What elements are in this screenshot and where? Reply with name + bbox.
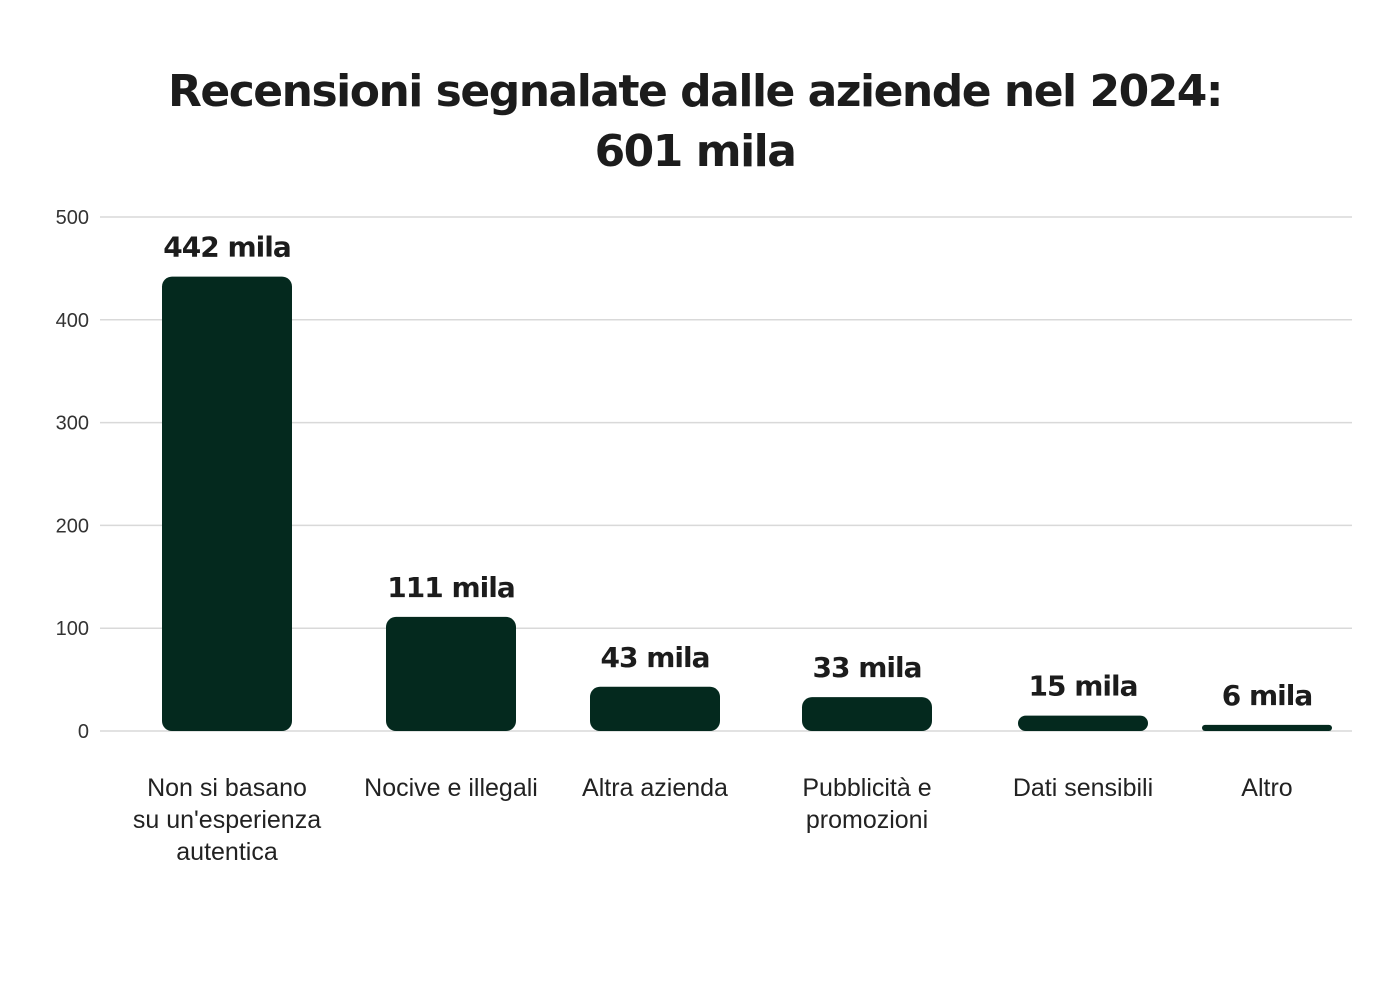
y-tick-label: 100 <box>56 618 89 640</box>
data-label: 442 mila <box>163 231 290 264</box>
data-label: 111 mila <box>387 571 514 604</box>
y-tick-label: 0 <box>78 721 89 743</box>
x-tick-label: Non si basano su un'esperienza autentica <box>132 774 322 866</box>
x-tick-label: Nocive e illegali <box>364 774 538 802</box>
x-tick-label: Dati sensibili <box>1012 774 1154 802</box>
bar <box>802 697 932 731</box>
y-tick-label: 300 <box>56 413 89 435</box>
y-tick-label: 500 <box>56 207 89 229</box>
data-label: 6 mila <box>1222 679 1313 712</box>
bar <box>1018 715 1148 731</box>
bar <box>1202 724 1332 731</box>
chart-title: Recensioni segnalate dalle aziende nel 2… <box>167 66 1224 177</box>
data-label: 43 mila <box>601 641 710 674</box>
bar <box>162 276 292 731</box>
data-label: 33 mila <box>813 651 922 684</box>
y-tick-label: 200 <box>56 515 89 537</box>
bar <box>386 616 516 731</box>
x-tick-label: Altro <box>1241 774 1293 802</box>
data-label: 15 mila <box>1029 670 1138 703</box>
x-tick-label: Pubblicità e promozioni <box>802 774 932 834</box>
y-tick-label: 400 <box>56 310 89 332</box>
x-tick-label: Altra azienda <box>582 774 728 802</box>
bar <box>590 686 720 731</box>
